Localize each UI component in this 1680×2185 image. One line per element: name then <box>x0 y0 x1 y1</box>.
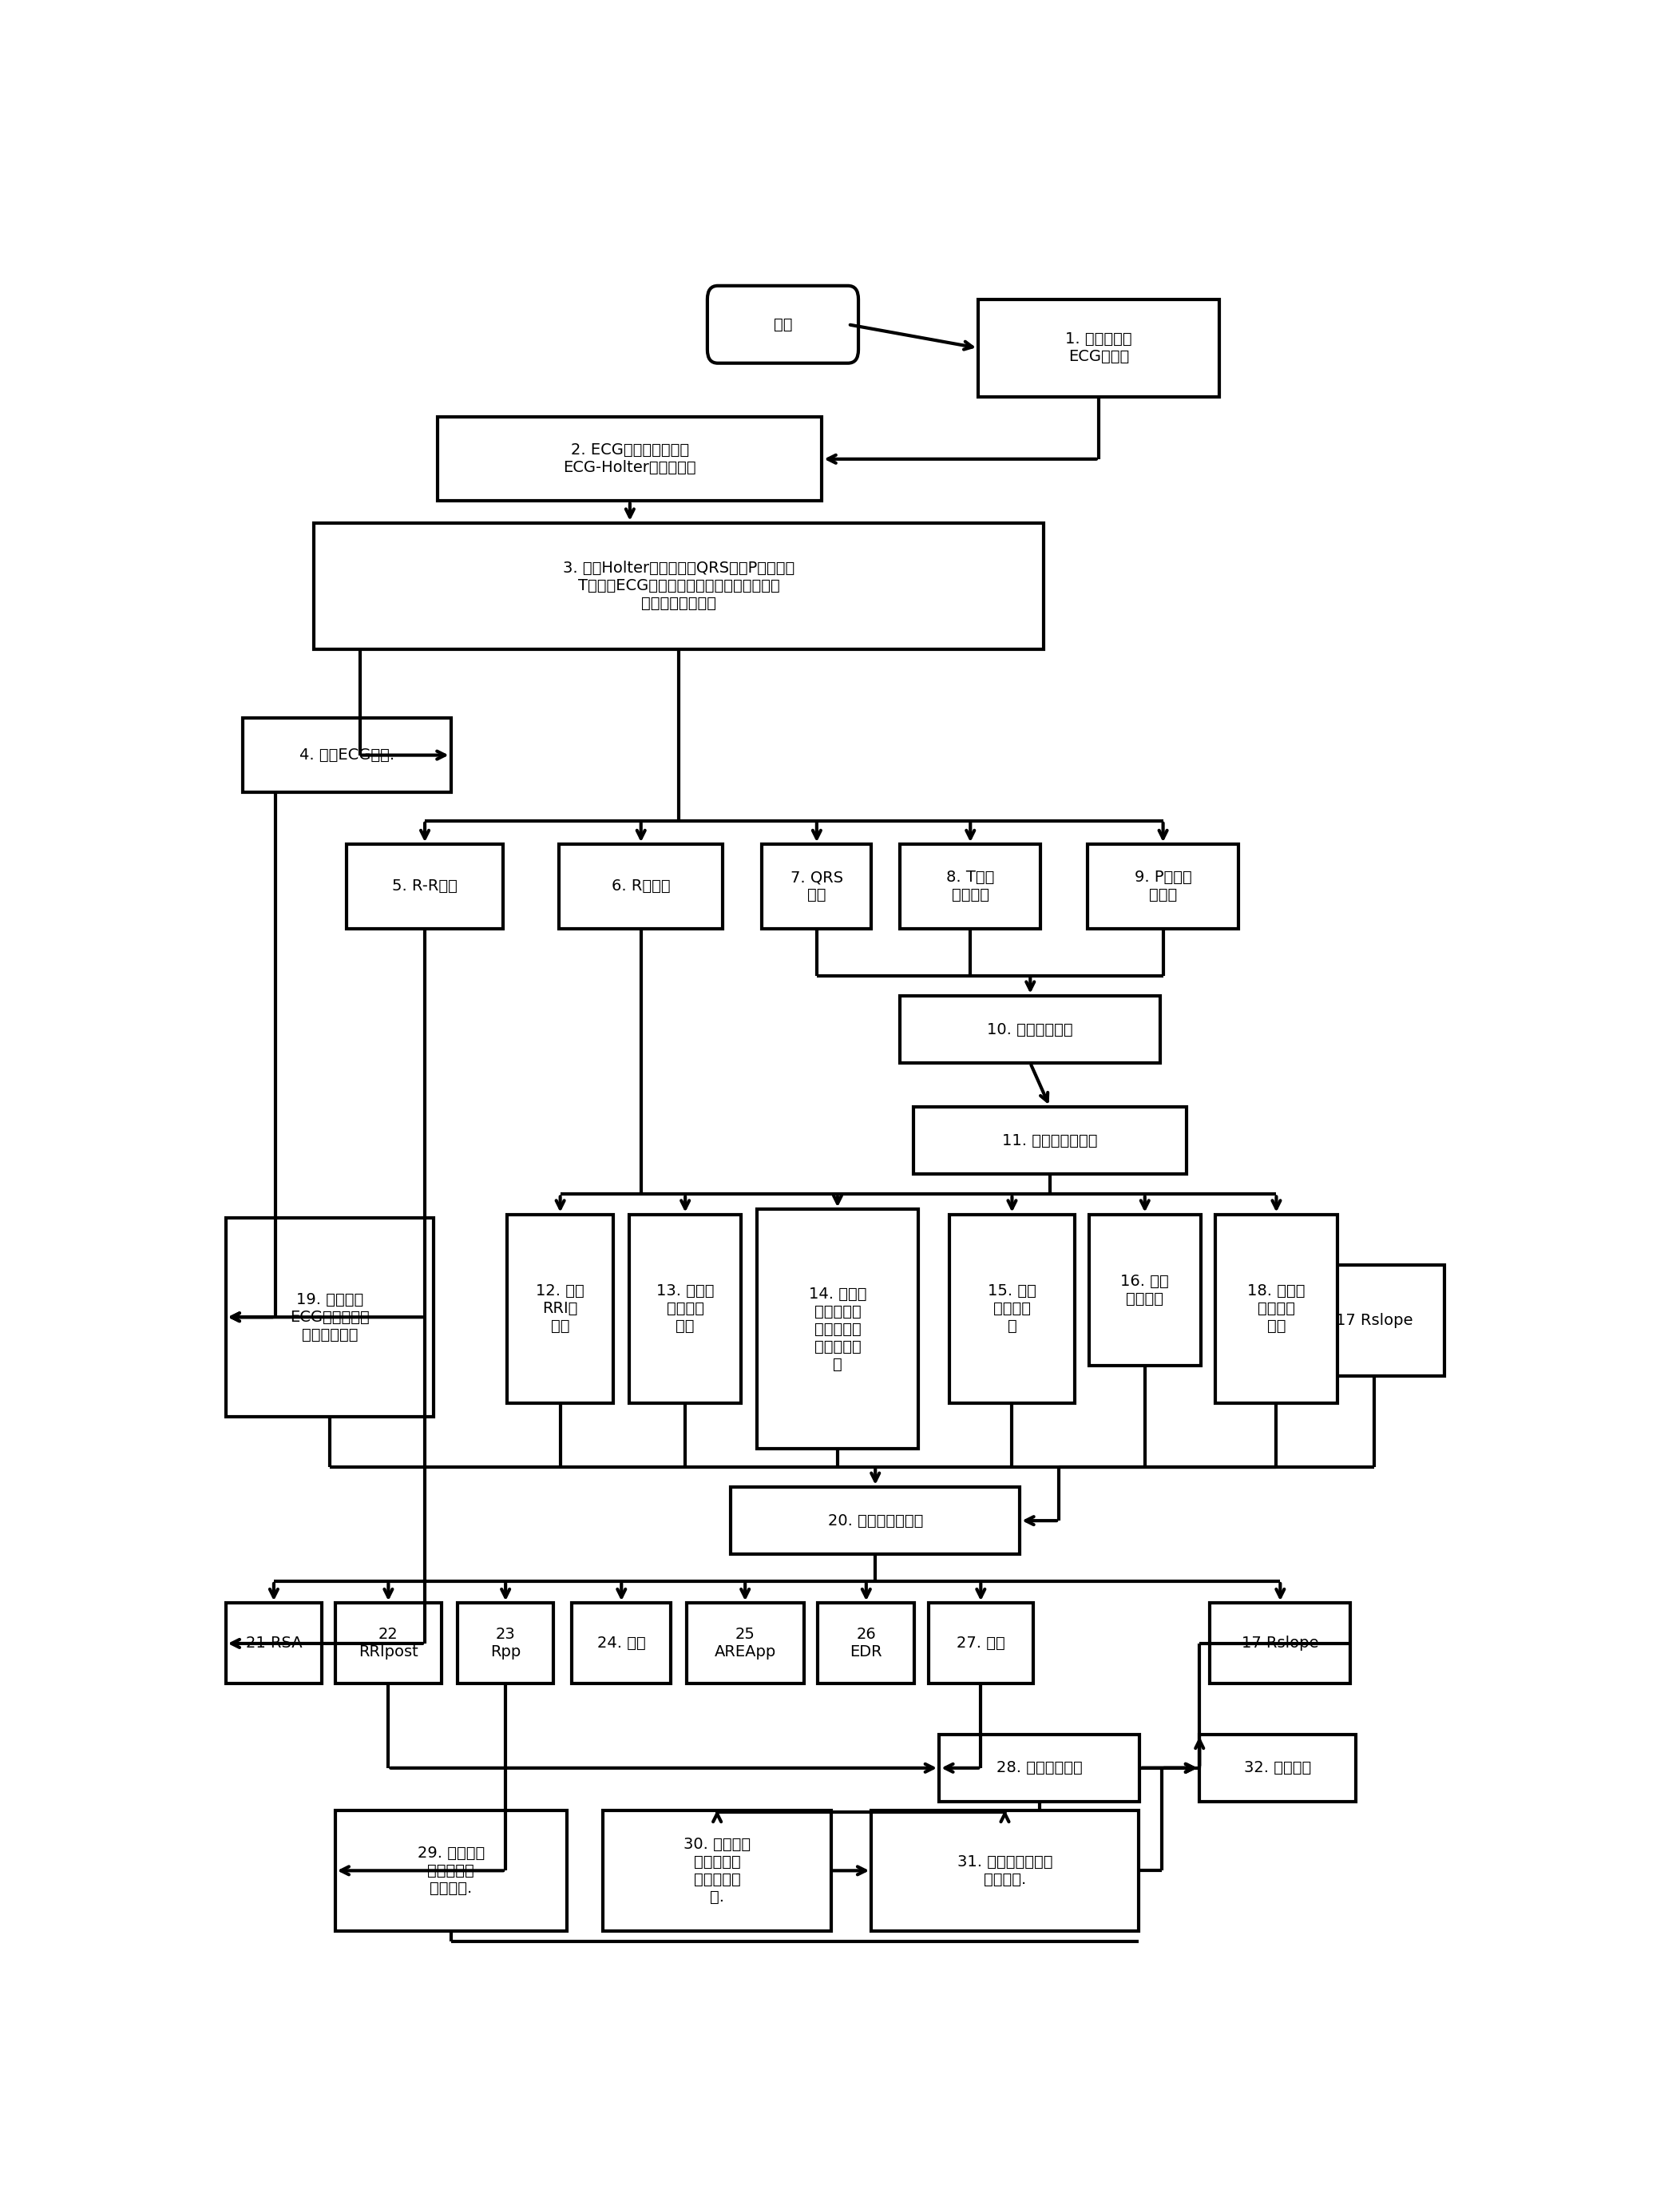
Text: 11. 呼吸模式的表征: 11. 呼吸模式的表征 <box>1001 1132 1097 1147</box>
FancyBboxPatch shape <box>949 1215 1075 1403</box>
FancyBboxPatch shape <box>707 286 858 363</box>
FancyBboxPatch shape <box>687 1604 803 1685</box>
FancyBboxPatch shape <box>818 1604 914 1685</box>
Text: 28. 验证呼吸事件: 28. 验证呼吸事件 <box>996 1761 1082 1776</box>
FancyBboxPatch shape <box>346 843 502 929</box>
FancyBboxPatch shape <box>438 417 822 500</box>
Text: 20. 呼吸事件的确定: 20. 呼吸事件的确定 <box>828 1512 922 1527</box>
Text: 8. T波面
积和振幅: 8. T波面 积和振幅 <box>946 870 995 902</box>
Text: 23
Rpp: 23 Rpp <box>491 1628 521 1661</box>
FancyBboxPatch shape <box>1304 1265 1445 1377</box>
Text: 22
RRIpost: 22 RRIpost <box>358 1628 418 1661</box>
Text: 25
AREApp: 25 AREApp <box>714 1628 776 1661</box>
Text: 27. 面积: 27. 面积 <box>956 1637 1005 1652</box>
Text: 30. 区分呼吸
暂停事件和
呼吸减弱事
件.: 30. 区分呼吸 暂停事件和 呼吸减弱事 件. <box>684 1838 751 1905</box>
FancyBboxPatch shape <box>1215 1215 1337 1403</box>
FancyBboxPatch shape <box>763 843 872 929</box>
FancyBboxPatch shape <box>756 1210 919 1449</box>
FancyBboxPatch shape <box>1089 1215 1201 1366</box>
Text: 4. 提取ECG特征.: 4. 提取ECG特征. <box>299 747 395 763</box>
Text: 19. 计算每个
ECG得出的呼吸
事件的相关性: 19. 计算每个 ECG得出的呼吸 事件的相关性 <box>291 1291 370 1342</box>
Text: 13. 识别呼
吸速率的
变化: 13. 识别呼 吸速率的 变化 <box>657 1283 714 1333</box>
FancyBboxPatch shape <box>603 1809 832 1932</box>
FancyBboxPatch shape <box>457 1604 554 1685</box>
Text: 32. 显示结果: 32. 显示结果 <box>1243 1761 1312 1776</box>
FancyBboxPatch shape <box>225 1604 323 1685</box>
Text: 18. 识别呼
吸幅值的
变化: 18. 识别呼 吸幅值的 变化 <box>1247 1283 1305 1333</box>
Text: 16. 识别
循环类型: 16. 识别 循环类型 <box>1121 1274 1169 1307</box>
Text: 6. R波振幅: 6. R波振幅 <box>612 878 670 894</box>
Text: 24. 反相: 24. 反相 <box>596 1637 645 1652</box>
Text: 10. 估算呼吸努力: 10. 估算呼吸努力 <box>988 1023 1074 1038</box>
FancyBboxPatch shape <box>914 1108 1186 1173</box>
FancyBboxPatch shape <box>900 843 1040 929</box>
Text: 3. 常规Holter分析。识别QRS波、P波、以及
T波。将ECG搏动分类为正常的、心室的、动
脉的或人工制品。: 3. 常规Holter分析。识别QRS波、P波、以及 T波。将ECG搏动分类为正… <box>563 562 795 612</box>
Text: 14. 识别在
呼吸努力的
多次测量之
间的相位变
化: 14. 识别在 呼吸努力的 多次测量之 间的相位变 化 <box>808 1287 867 1372</box>
Text: 26
EDR: 26 EDR <box>850 1628 882 1661</box>
FancyBboxPatch shape <box>314 522 1043 649</box>
Text: 7. QRS
面积: 7. QRS 面积 <box>790 870 843 902</box>
FancyBboxPatch shape <box>1200 1735 1356 1803</box>
FancyBboxPatch shape <box>334 1604 442 1685</box>
FancyBboxPatch shape <box>978 299 1220 398</box>
FancyBboxPatch shape <box>225 1217 433 1416</box>
Text: 17 Rslope: 17 Rslope <box>1242 1637 1319 1652</box>
FancyBboxPatch shape <box>872 1809 1139 1932</box>
FancyBboxPatch shape <box>571 1604 670 1685</box>
Text: 17 Rslope: 17 Rslope <box>1336 1313 1413 1328</box>
Text: 2. ECG的常规带宽以及
ECG-Holter数据过滤。: 2. ECG的常规带宽以及 ECG-Holter数据过滤。 <box>563 444 697 476</box>
Text: 12. 识别
RRI的
下降: 12. 识别 RRI的 下降 <box>536 1283 585 1333</box>
FancyBboxPatch shape <box>334 1809 566 1932</box>
FancyBboxPatch shape <box>242 719 450 793</box>
FancyBboxPatch shape <box>1087 843 1238 929</box>
Text: 1. 获得原始的
ECG数据。: 1. 获得原始的 ECG数据。 <box>1065 332 1132 365</box>
FancyBboxPatch shape <box>559 843 722 929</box>
Text: 31. 计算呼吸暂停低
通气指数.: 31. 计算呼吸暂停低 通气指数. <box>958 1855 1053 1888</box>
FancyBboxPatch shape <box>939 1735 1139 1803</box>
FancyBboxPatch shape <box>929 1604 1033 1685</box>
Text: 15. 识别
包络的变
化: 15. 识别 包络的变 化 <box>988 1283 1037 1333</box>
FancyBboxPatch shape <box>900 996 1161 1064</box>
FancyBboxPatch shape <box>1210 1604 1351 1685</box>
FancyBboxPatch shape <box>731 1488 1020 1554</box>
Text: 5. R-R间期: 5. R-R间期 <box>391 878 457 894</box>
Text: 9. P波面积
和振幅: 9. P波面积 和振幅 <box>1134 870 1191 902</box>
Text: 29. 区分中枢
性事件和阻
塞性事件.: 29. 区分中枢 性事件和阻 塞性事件. <box>417 1846 484 1897</box>
FancyBboxPatch shape <box>507 1215 613 1403</box>
Text: 起始: 起始 <box>773 317 793 332</box>
Text: 21 RSA: 21 RSA <box>245 1637 302 1652</box>
FancyBboxPatch shape <box>630 1215 741 1403</box>
